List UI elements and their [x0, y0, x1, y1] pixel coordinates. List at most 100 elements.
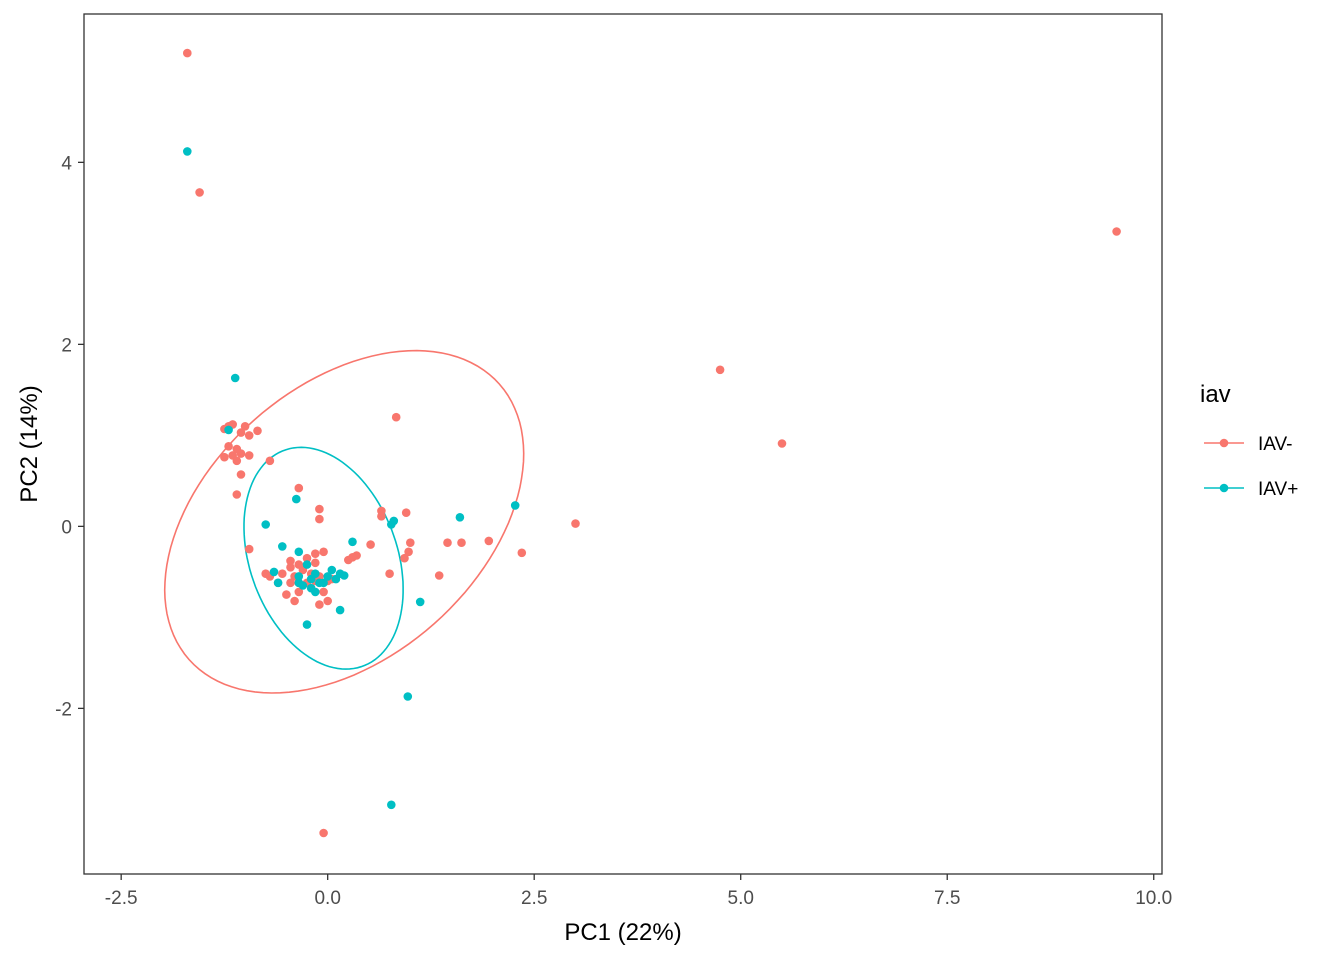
data-point-series-2	[315, 578, 324, 588]
data-point-series-1	[315, 600, 324, 609]
data-point-series-1	[311, 558, 320, 568]
data-point-series-2	[387, 800, 396, 810]
data-point-series-1	[265, 456, 275, 466]
data-point-series-1	[434, 571, 444, 580]
data-point-series-2	[331, 574, 341, 584]
data-point-series-1	[240, 422, 250, 431]
data-point-series-1	[294, 587, 304, 597]
x-axis-ticks: -2.5 0.0 2.5 5.0 7.5 10.0	[105, 874, 1172, 909]
data-point-series-2	[224, 425, 233, 435]
data-point-series-1	[443, 538, 452, 547]
data-point-series-2	[311, 569, 320, 578]
data-point-series-1	[282, 590, 291, 599]
y-axis-ticks: -2 0 2 4	[55, 153, 84, 720]
data-point-series-1	[348, 553, 357, 562]
data-point-series-2	[348, 537, 357, 547]
x-tick-label: 0.0	[314, 888, 340, 909]
data-point-series-1	[457, 538, 466, 547]
data-point-series-1	[253, 426, 262, 436]
data-point-series-1	[401, 508, 411, 517]
legend-key-point	[1219, 483, 1229, 493]
data-point-series-1	[220, 452, 229, 462]
data-point-series-1	[294, 483, 304, 493]
confidence-ellipse-1	[163, 349, 525, 694]
plot-panel	[83, 13, 1163, 875]
data-point-series-2	[230, 373, 240, 383]
ellipse-layer	[163, 349, 525, 694]
x-tick-label: 5.0	[728, 888, 754, 909]
legend: iav IAV- IAV+	[1200, 381, 1298, 500]
data-point-series-2	[261, 520, 271, 529]
y-tick-label: 4	[61, 153, 72, 174]
data-point-series-1	[571, 519, 580, 528]
data-point-series-1	[777, 439, 787, 448]
data-point-series-1	[400, 553, 409, 563]
data-point-series-1	[232, 490, 242, 499]
data-point-series-1	[244, 451, 254, 460]
y-axis-title: PC2 (14%)	[16, 385, 43, 502]
data-point-series-1	[319, 828, 328, 838]
data-point-series-2	[294, 572, 304, 581]
data-point-series-1	[278, 569, 287, 578]
data-point-series-1	[302, 553, 312, 563]
y-tick-label: -2	[55, 699, 72, 720]
data-point-series-2	[339, 571, 349, 580]
data-point-series-1	[1112, 227, 1121, 236]
data-point-series-1	[244, 431, 254, 440]
data-point-series-1	[286, 556, 295, 566]
confidence-ellipse-2	[243, 446, 404, 670]
x-tick-label: -2.5	[105, 888, 138, 909]
data-point-series-2	[327, 565, 337, 575]
x-tick-label: 10.0	[1135, 888, 1172, 909]
data-point-series-1	[385, 569, 394, 578]
data-point-series-1	[319, 587, 328, 597]
data-point-series-2	[273, 578, 283, 588]
data-point-series-2	[510, 501, 520, 510]
data-point-series-2	[403, 692, 413, 701]
legend-item-label: IAV-	[1258, 434, 1293, 455]
data-point-series-1	[232, 456, 242, 466]
points-layer	[183, 48, 1121, 838]
data-point-series-1	[311, 549, 320, 558]
data-point-series-1	[484, 536, 494, 546]
data-point-series-2	[387, 520, 396, 529]
data-point-series-1	[286, 578, 295, 588]
data-point-series-1	[236, 428, 246, 437]
data-point-series-1	[517, 548, 527, 558]
data-point-series-2	[183, 147, 192, 156]
x-tick-label: 7.5	[934, 888, 960, 909]
data-point-series-1	[391, 412, 401, 422]
data-point-series-1	[404, 547, 413, 557]
x-axis-title: PC1 (22%)	[564, 919, 681, 946]
data-point-series-1	[244, 544, 254, 554]
data-point-series-1	[377, 512, 386, 521]
data-point-series-2	[302, 560, 312, 569]
data-point-series-2	[278, 542, 287, 551]
data-point-series-1	[715, 365, 725, 375]
data-point-series-1	[224, 442, 233, 451]
data-point-series-2	[415, 597, 425, 607]
data-point-series-1	[323, 596, 333, 606]
data-point-series-1	[195, 188, 204, 197]
data-point-series-2	[294, 547, 304, 557]
data-point-series-1	[319, 547, 328, 557]
data-point-series-2	[294, 578, 304, 588]
data-point-series-1	[366, 540, 375, 549]
data-point-series-1	[183, 48, 192, 58]
data-point-series-1	[294, 560, 304, 569]
data-point-series-1	[315, 514, 324, 524]
data-point-series-1	[406, 538, 415, 547]
legend-item-label: IAV+	[1258, 479, 1298, 500]
data-point-series-1	[236, 449, 246, 458]
data-point-series-1	[315, 504, 324, 514]
y-tick-label: 2	[61, 335, 72, 356]
data-point-series-2	[269, 567, 279, 577]
data-point-series-2	[335, 605, 345, 615]
legend-key-point	[1219, 438, 1229, 448]
data-point-series-1	[286, 563, 295, 572]
data-point-series-2	[323, 572, 333, 581]
data-point-series-1	[236, 470, 246, 479]
y-tick-label: 0	[61, 517, 72, 538]
x-tick-label: 2.5	[521, 888, 547, 909]
data-point-series-2	[302, 620, 312, 629]
